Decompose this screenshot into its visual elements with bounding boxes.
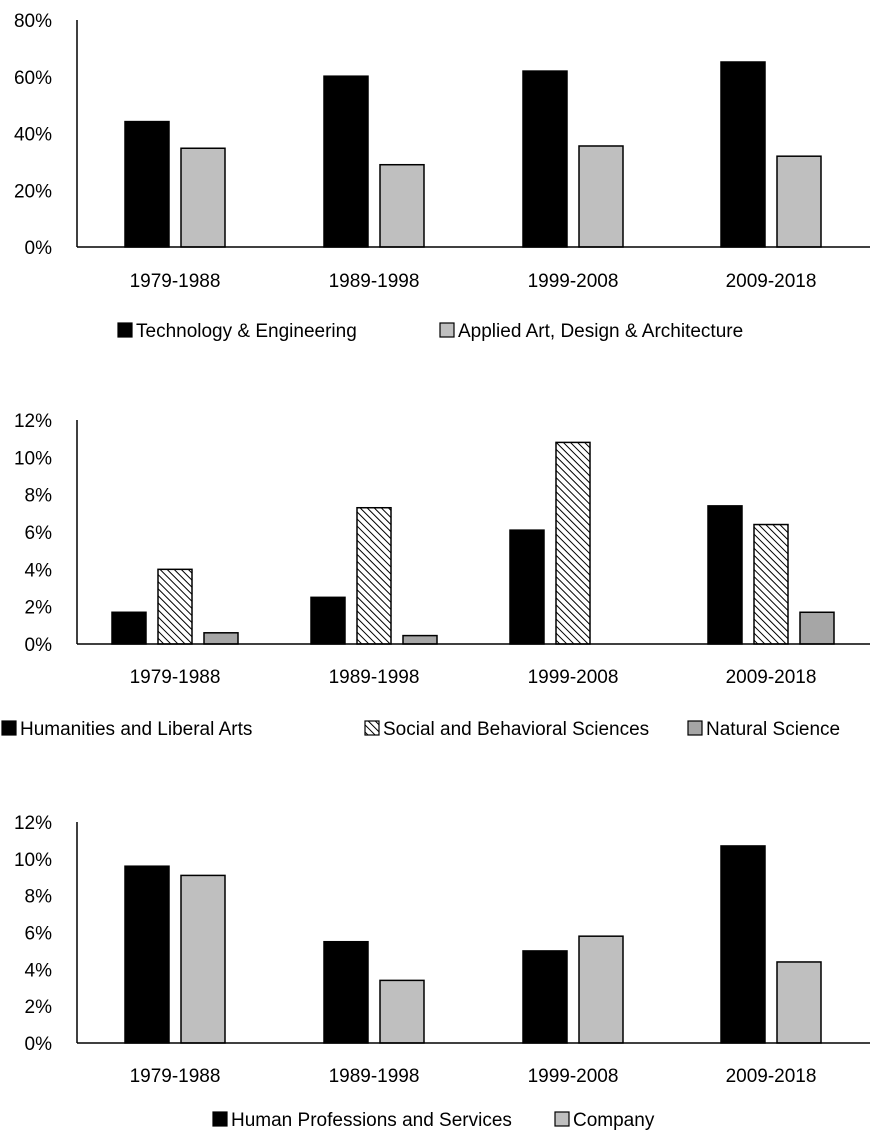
y-tick-label: 0% [25, 1034, 53, 1055]
legend-swatch [554, 1111, 570, 1127]
legend-swatch [212, 1111, 228, 1127]
bar-technology-engineering-1979-1988 [124, 120, 170, 248]
bar-humanities-and-liberal-arts-2009-2018 [707, 505, 743, 645]
bar-technology-engineering-2009-2018 [720, 61, 766, 248]
legend-item: Natural Science [687, 719, 840, 740]
legend-label: Humanities and Liberal Arts [20, 719, 252, 740]
y-tick-label: 6% [25, 924, 53, 945]
bar-human-professions-and-services-2009-2018 [720, 845, 766, 1044]
legend-label: Social and Behavioral Sciences [383, 719, 649, 740]
legend-label: Human Professions and Services [231, 1110, 512, 1131]
y-tick-label: 10% [14, 448, 52, 469]
chart-3: 0% 2% 4% 6% 8% 10% 12% 1979-1988 1989-1998 1999-2… [14, 813, 870, 1131]
legend-swatch [439, 322, 455, 338]
bar-company-2009-2018 [776, 961, 822, 1044]
bar-natural-science-1979-1988 [203, 632, 239, 645]
x-tick-label: 1979-1988 [130, 1066, 221, 1087]
chart-1: 0% 20% 40% 60% 80% 1979-1988 1989-1998 1999-200… [14, 11, 870, 342]
bar-company-1999-2008 [578, 935, 624, 1044]
bar-technology-engineering-1999-2008 [522, 70, 568, 248]
legend-item: Social and Behavioral Sciences [364, 719, 649, 740]
y-tick-label: 20% [14, 181, 52, 202]
bar-social-and-behavioral-sciences-2009-2018 [753, 523, 789, 645]
legend-item: Company [554, 1110, 655, 1131]
y-tick-label: 8% [25, 887, 53, 908]
legend-item: Applied Art, Design & Architecture [439, 321, 743, 342]
bar-humanities-and-liberal-arts-1999-2008 [509, 529, 545, 645]
bar-humanities-and-liberal-arts-1979-1988 [111, 611, 147, 645]
y-tick-label: 4% [25, 960, 53, 981]
y-tick-label: 8% [25, 486, 53, 507]
x-tick-label: 2009-2018 [726, 271, 817, 292]
legend-swatch [364, 720, 380, 736]
bar-technology-engineering-1989-1998 [323, 75, 369, 248]
x-tick-label: 1979-1988 [130, 271, 221, 292]
legend-label: Technology & Engineering [136, 321, 357, 342]
bar-humanities-and-liberal-arts-1989-1998 [310, 596, 346, 645]
x-tick-label: 2009-2018 [726, 667, 817, 688]
y-tick-label: 60% [14, 68, 52, 89]
x-tick-label: 1989-1998 [329, 271, 420, 292]
legend-item: Human Professions and Services [212, 1110, 512, 1131]
y-tick-label: 80% [14, 11, 52, 32]
legend-label: Natural Science [706, 719, 840, 740]
bar-social-and-behavioral-sciences-1999-2008 [555, 441, 591, 645]
y-tick-label: 6% [25, 523, 53, 544]
bar-applied-art-design-architecture-2009-2018 [776, 155, 822, 248]
x-tick-label: 2009-2018 [726, 1066, 817, 1087]
y-tick-label: 12% [14, 813, 52, 834]
y-tick-label: 4% [25, 560, 53, 581]
bar-applied-art-design-architecture-1979-1988 [180, 147, 226, 248]
legend-swatch [1, 720, 17, 736]
bar-social-and-behavioral-sciences-1979-1988 [157, 568, 193, 645]
bar-company-1989-1998 [379, 979, 425, 1044]
y-tick-label: 2% [25, 997, 53, 1018]
bar-social-and-behavioral-sciences-1989-1998 [356, 506, 392, 645]
legend-label: Applied Art, Design & Architecture [458, 321, 743, 342]
bar-company-1979-1988 [180, 874, 226, 1044]
bar-natural-science-2009-2018 [799, 611, 835, 645]
x-tick-label: 1979-1988 [130, 667, 221, 688]
bar-human-professions-and-services-1999-2008 [522, 950, 568, 1044]
bar-human-professions-and-services-1979-1988 [124, 865, 170, 1044]
legend-label: Company [573, 1110, 655, 1131]
x-tick-label: 1999-2008 [528, 271, 619, 292]
bar-applied-art-design-architecture-1989-1998 [379, 163, 425, 248]
legend-swatch [117, 322, 133, 338]
bar-natural-science-1989-1998 [402, 634, 438, 645]
x-tick-label: 1999-2008 [528, 1066, 619, 1087]
y-tick-label: 0% [25, 635, 53, 656]
bar-human-professions-and-services-1989-1998 [323, 940, 369, 1044]
x-tick-label: 1989-1998 [329, 1066, 420, 1087]
legend-item: Humanities and Liberal Arts [1, 719, 252, 740]
y-tick-label: 12% [14, 411, 52, 432]
y-tick-label: 2% [25, 598, 53, 619]
x-tick-label: 1989-1998 [329, 667, 420, 688]
y-tick-label: 0% [25, 238, 53, 259]
legend-item: Technology & Engineering [117, 321, 357, 342]
y-tick-label: 40% [14, 125, 52, 146]
y-tick-label: 10% [14, 850, 52, 871]
legend-swatch [687, 720, 703, 736]
chart-2: 0% 2% 4% 6% 8% 10% 12% 1979-1988 1989-1998 1999-2… [1, 411, 870, 740]
x-tick-label: 1999-2008 [528, 667, 619, 688]
bar-applied-art-design-architecture-1999-2008 [578, 145, 624, 248]
